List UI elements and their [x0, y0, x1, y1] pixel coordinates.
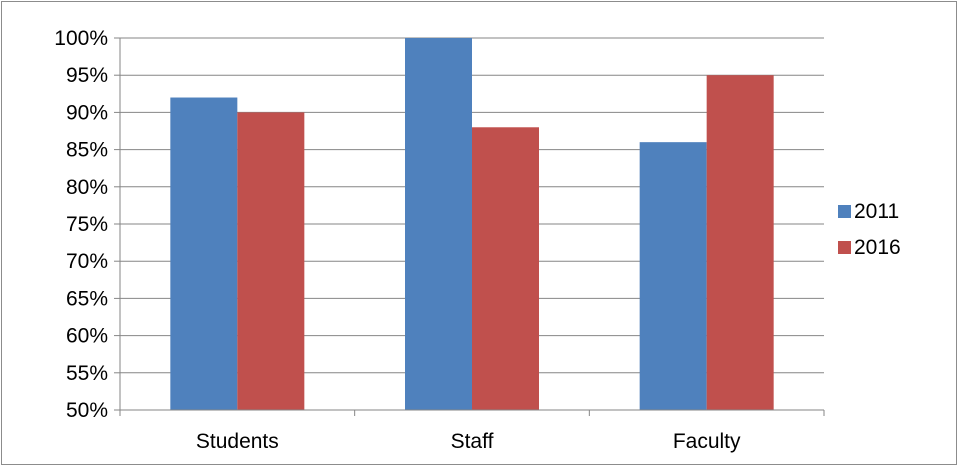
y-tick-label: 95% [66, 64, 108, 87]
bar-2016-students [237, 112, 305, 411]
x-category-label: Students [196, 430, 279, 453]
legend-swatch [838, 205, 851, 218]
y-tick-label: 60% [66, 325, 108, 348]
bars [170, 38, 774, 411]
y-axis-tick-labels: 50% 55% 60% 65% 70% 75% 80% 85% 90% 95% 100% [54, 27, 108, 422]
y-tick-label: 85% [66, 139, 108, 162]
legend-swatch [838, 241, 851, 254]
x-category-label: Faculty [673, 430, 741, 453]
axes [114, 37, 825, 416]
bar-2016-faculty [706, 75, 774, 410]
legend: 2011 2016 [838, 200, 901, 259]
bar-2016-staff [472, 127, 539, 410]
legend-label: 2016 [854, 236, 901, 259]
y-tick-label: 55% [66, 362, 108, 385]
bar-2011-students [170, 97, 238, 411]
x-category-label: Staff [451, 430, 494, 453]
y-tick-label: 50% [66, 399, 108, 422]
legend-label: 2011 [854, 200, 899, 223]
x-axis-category-labels: Students Staff Faculty [196, 430, 741, 453]
y-tick-label: 70% [66, 250, 108, 273]
y-tick-label: 80% [66, 176, 108, 199]
y-tick-label: 100% [54, 27, 108, 50]
y-tick-label: 65% [66, 287, 108, 310]
bar-2011-staff [405, 38, 472, 410]
bar-2011-faculty [639, 142, 707, 410]
y-tick-label: 90% [66, 101, 108, 124]
y-tick-label: 75% [66, 213, 108, 236]
